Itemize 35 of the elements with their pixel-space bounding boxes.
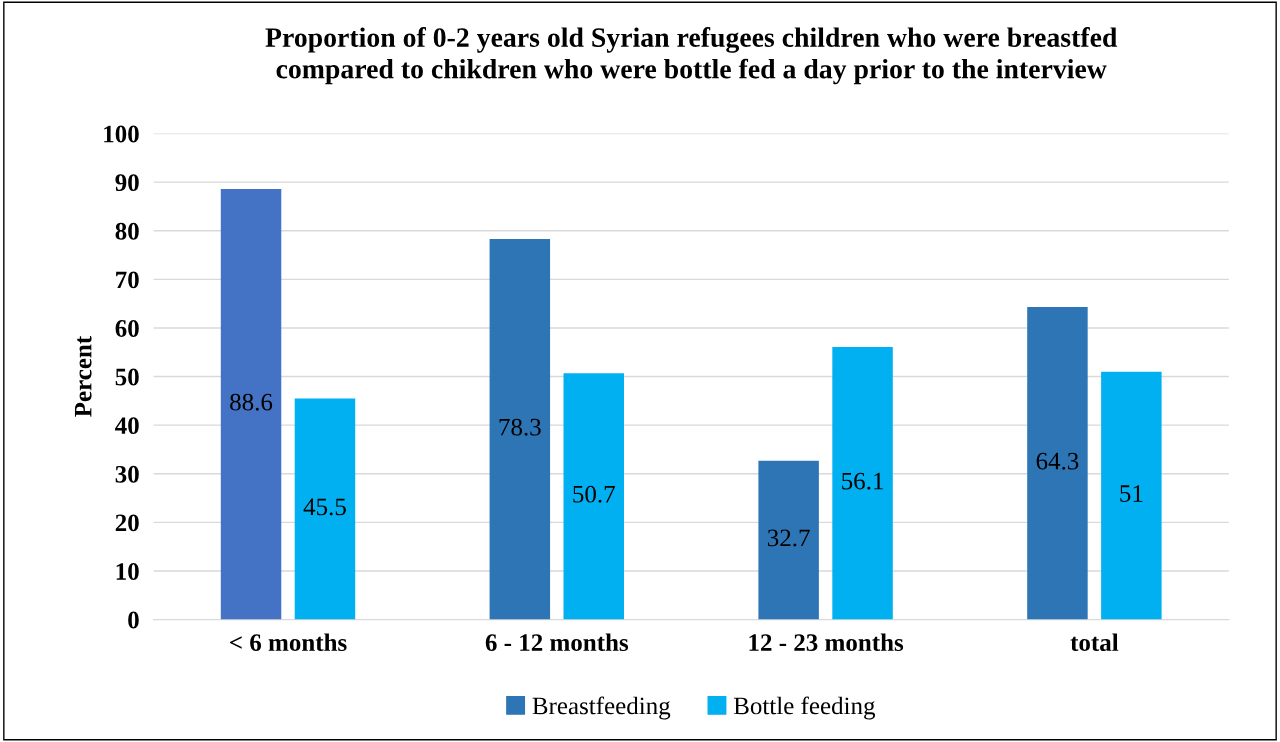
y-axis-title: Percent — [74, 335, 92, 417]
data-label: 64.3 — [1036, 452, 1079, 470]
y-tick-label: 80 — [115, 222, 139, 240]
bar — [1101, 371, 1162, 620]
data-label: 88.6 — [230, 393, 273, 411]
y-tick-label: 30 — [115, 465, 139, 483]
y-tick-label: 10 — [116, 563, 139, 580]
y-tick-label: 50 — [115, 368, 139, 386]
data-label: 51 — [1120, 485, 1143, 502]
legend-label: Breastfeeding — [532, 696, 671, 720]
y-tick-label: 70 — [116, 271, 139, 289]
x-tick-label: < 6 months — [230, 633, 347, 652]
y-tick-label: 0 — [128, 611, 139, 629]
bar — [832, 346, 893, 620]
data-label: 32.7 — [767, 529, 810, 547]
bar — [220, 188, 282, 620]
bar — [1027, 307, 1088, 620]
chart-title: Proportion of 0-2 years old Syrian refugees children who were breastfed compared to chikdren who were bottle fed a day prior to the interview — [265, 27, 1118, 85]
y-tick-label: 60 — [115, 320, 139, 337]
y-tick-label: 90 — [115, 174, 139, 192]
data-label: 45.5 — [303, 498, 346, 516]
bar — [563, 373, 624, 620]
y-tick-label: 100 — [104, 125, 139, 143]
x-tick-label: 12 - 23 months — [749, 633, 904, 652]
bar — [489, 239, 551, 620]
data-label: 50.7 — [573, 485, 615, 503]
legend-label: Bottle feeding — [733, 696, 876, 720]
bar — [294, 398, 356, 620]
y-tick-label: 40 — [115, 417, 139, 435]
data-label: 56.1 — [842, 472, 883, 490]
data-label: 78.3 — [499, 418, 541, 436]
x-tick-label: 6 - 12 months — [485, 633, 629, 652]
x-tick-label: total — [1070, 633, 1119, 652]
bar — [758, 460, 819, 620]
y-tick-label: 20 — [115, 514, 139, 532]
